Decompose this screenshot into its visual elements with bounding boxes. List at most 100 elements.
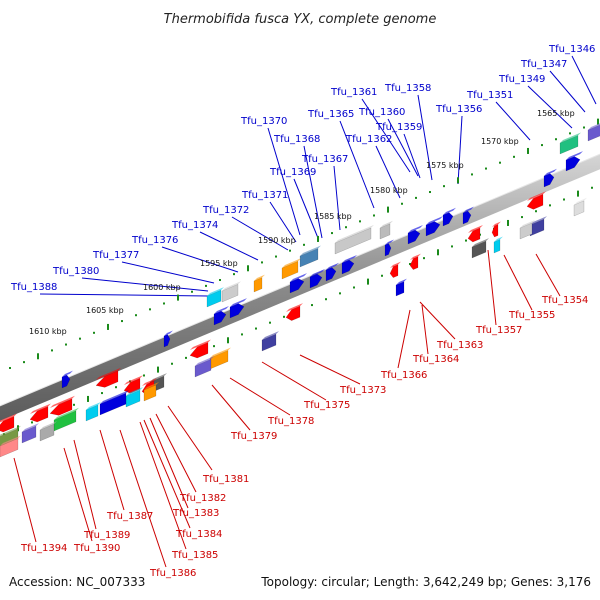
gene-block-shade (86, 401, 101, 410)
gene-label: Tfu_1351 (466, 90, 513, 101)
gene-block (395, 281, 405, 297)
leader-line (267, 127, 301, 236)
track-tick (227, 337, 229, 344)
gene-block-shade (492, 221, 501, 227)
gene-label: Tfu_1376 (131, 235, 178, 246)
track-tick (499, 161, 501, 164)
gene-block (281, 260, 299, 280)
gene-label: Tfu_1388 (10, 282, 57, 293)
track-tick (247, 265, 249, 272)
leader-line (161, 246, 239, 273)
track-tick (401, 202, 403, 205)
gene-label: Tfu_1382 (179, 493, 226, 504)
track-tick (345, 226, 347, 229)
gene-block-shade (574, 197, 587, 205)
track-tick (535, 210, 537, 213)
track-tick (185, 356, 187, 359)
gene-block-shade (410, 253, 421, 260)
track-tick (387, 206, 389, 213)
gene-label: Tfu_1359 (375, 122, 422, 133)
track-tick (51, 349, 53, 352)
track-tick (219, 279, 221, 282)
gene-block-shade (0, 413, 17, 423)
gene-label: Tfu_1358 (384, 83, 431, 94)
leader-line (387, 118, 419, 177)
gene-block (491, 224, 499, 238)
track-tick (451, 245, 453, 248)
gene-label: Tfu_1356 (435, 104, 482, 115)
kbp-label: 1610 kbp (29, 327, 67, 336)
leader-line (293, 178, 319, 239)
gene-block (379, 223, 391, 240)
track-tick (149, 308, 151, 311)
track-tick (87, 395, 89, 402)
gene-block-shade (310, 268, 325, 277)
gene-label: Tfu_1386 (149, 568, 196, 579)
leader-line (549, 70, 586, 113)
gene-block-shade (214, 305, 229, 314)
track-tick (331, 232, 333, 235)
kbp-label: 1595 kbp (200, 259, 238, 268)
track-tick (423, 257, 425, 260)
gene-block (99, 392, 127, 416)
kbp-label: 1585 kbp (314, 212, 352, 221)
gene-block-shade (62, 370, 73, 377)
leader-line (229, 377, 291, 416)
gene-block-shade (100, 390, 129, 404)
gene-label: Tfu_1368 (273, 134, 320, 145)
gene-block-shade (262, 331, 279, 340)
kbp-label: 1580 kbp (370, 186, 408, 195)
track-tick (9, 367, 11, 369)
track-tick (269, 321, 271, 324)
track-tick (101, 392, 103, 395)
label-leader-lines (13, 55, 597, 568)
track-tick (521, 216, 523, 219)
track-tick (233, 273, 235, 276)
gene-block-shade (408, 224, 423, 233)
gene-block-shade (520, 219, 535, 228)
leader-line (167, 405, 213, 471)
gene-label: Tfu_1394 (20, 543, 67, 554)
track-tick (591, 186, 593, 189)
gene-block-shade (124, 375, 143, 385)
leader-line (403, 133, 421, 179)
track-tick (275, 255, 277, 258)
track-tick (541, 144, 543, 147)
leader-line (73, 439, 97, 530)
track-tick (325, 298, 327, 301)
gene-label: Tfu_1346 (548, 44, 595, 55)
track-tick (79, 337, 81, 340)
track-tick (373, 214, 375, 217)
track-tick (177, 294, 179, 301)
map-title: Thermobifida fusca YX, complete genome (164, 12, 437, 27)
gene-block-shade (222, 281, 241, 291)
kbp-label: 1600 kbp (143, 283, 181, 292)
gene-label: Tfu_1385 (171, 550, 218, 561)
gene-block-shade (530, 216, 547, 225)
gene-block (285, 305, 301, 321)
track-tick (163, 302, 165, 305)
leader-line (299, 354, 361, 385)
track-tick (569, 132, 571, 135)
gene-block (189, 342, 209, 359)
gene-block-shade (0, 425, 21, 437)
gene-label: Tfu_1360 (358, 107, 405, 118)
leader-line (421, 304, 429, 355)
gene-label: Tfu_1357 (475, 325, 522, 336)
gene-block-shade (190, 339, 211, 350)
gene-block (253, 277, 263, 293)
gene-block (389, 264, 399, 278)
gene-block-shade (468, 224, 483, 233)
leader-line (535, 253, 561, 297)
gene-block-shade (472, 238, 489, 247)
gene-label: Tfu_1365 (307, 109, 354, 120)
track-tick (465, 239, 467, 242)
track-tick (359, 220, 361, 223)
gene-block-shade (282, 258, 301, 268)
gene-block-shade (254, 274, 265, 281)
track-tick (31, 421, 33, 424)
gene-block-shade (544, 168, 557, 176)
track-tick (549, 204, 551, 207)
gene-block-shade (380, 220, 393, 228)
track-tick (317, 235, 319, 242)
